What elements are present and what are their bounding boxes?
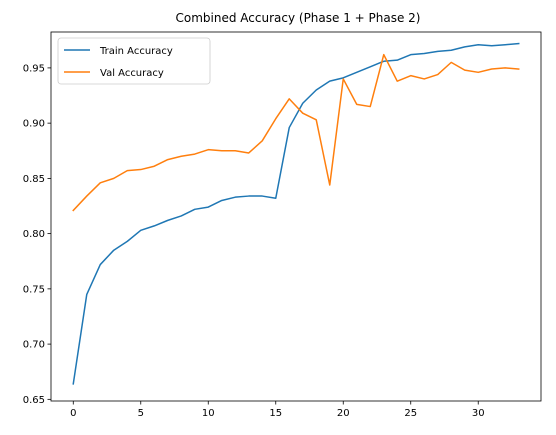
x-tick-label: 20 bbox=[337, 408, 350, 419]
x-tick-label: 10 bbox=[202, 408, 215, 419]
x-tick-label: 25 bbox=[404, 408, 417, 419]
y-tick-label: 0.90 bbox=[23, 119, 45, 130]
y-tick-label: 0.80 bbox=[23, 229, 45, 240]
legend-label: Train Accuracy bbox=[99, 46, 173, 57]
y-tick-label: 0.70 bbox=[23, 340, 45, 351]
chart-title: Combined Accuracy (Phase 1 + Phase 2) bbox=[176, 11, 421, 25]
series-line-train-accuracy bbox=[72, 42, 520, 385]
y-tick-label: 0.95 bbox=[23, 63, 45, 74]
legend: Train Accuracy Val Accuracy bbox=[57, 37, 211, 85]
plot-area bbox=[72, 42, 520, 385]
x-tick-label: 30 bbox=[472, 408, 485, 419]
y-tick-label: 0.75 bbox=[23, 284, 45, 295]
legend-label: Val Accuracy bbox=[100, 68, 164, 79]
x-tick-label: 5 bbox=[138, 408, 144, 419]
y-tick-label: 0.65 bbox=[23, 395, 45, 406]
plot-frame bbox=[50, 31, 542, 402]
series-line-val-accuracy bbox=[72, 53, 520, 212]
axis-ticks: 0 5 10 15 20 25 30 0.65 0.70 0.75 0.80 0.85 0.90 0.95 bbox=[23, 31, 542, 419]
x-tick-label: 15 bbox=[269, 408, 282, 419]
legend-box bbox=[57, 37, 211, 85]
x-tick-label: 0 bbox=[70, 408, 76, 419]
y-tick-label: 0.85 bbox=[23, 174, 45, 185]
